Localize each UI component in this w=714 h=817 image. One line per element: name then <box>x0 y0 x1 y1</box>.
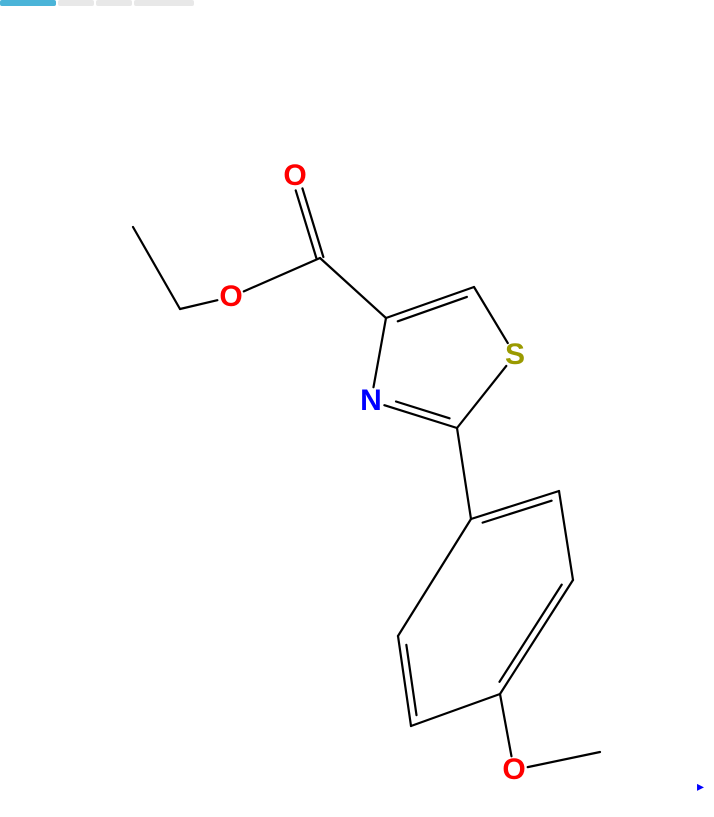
atom-N_thz: N <box>360 386 382 416</box>
atom-S_thz: S <box>505 340 525 370</box>
next-arrow-icon[interactable]: ▸ <box>697 778 704 795</box>
molecule-canvas <box>0 0 714 817</box>
atom-O_meo: O <box>502 755 525 785</box>
atom-O_dbl: O <box>283 161 306 191</box>
atom-O_ester: O <box>219 282 242 312</box>
